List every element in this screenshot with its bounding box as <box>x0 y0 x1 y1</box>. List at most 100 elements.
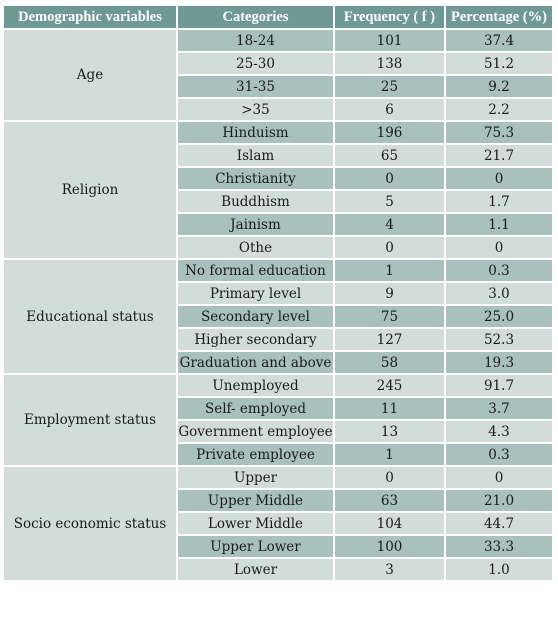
category-cell: Hinduism <box>176 120 335 145</box>
percentage-cell: 0 <box>444 465 554 490</box>
percentage-cell: 1.7 <box>444 189 554 214</box>
group-label-cell: Educational status <box>2 258 178 375</box>
table-row: Graduation and above 58 19.3 <box>3 350 554 375</box>
frequency-cell: 58 <box>333 350 446 375</box>
category-cell: Othe <box>176 235 335 260</box>
frequency-cell: 5 <box>333 189 446 214</box>
category-cell: No formal education <box>176 258 335 283</box>
category-cell: Upper Lower <box>176 534 335 559</box>
frequency-cell: 65 <box>333 143 446 168</box>
table-row: Private employee 1 0.3 <box>3 442 554 467</box>
category-cell: Government employee <box>176 419 335 444</box>
percentage-cell: 1.1 <box>444 212 554 237</box>
frequency-cell: 101 <box>333 28 446 53</box>
frequency-cell: 0 <box>333 166 446 191</box>
percentage-cell: 21.7 <box>444 143 554 168</box>
category-cell: Graduation and above <box>176 350 335 375</box>
header-categories: Categories <box>176 4 335 30</box>
table-row: Buddhism 5 1.7 <box>3 189 554 214</box>
percentage-cell: 2.2 <box>444 97 554 122</box>
frequency-cell: 4 <box>333 212 446 237</box>
table-row: Age 18-24 101 37.4 <box>2 28 554 122</box>
category-cell: Secondary level <box>176 304 335 329</box>
frequency-cell: 104 <box>333 511 446 536</box>
percentage-cell: 3.7 <box>444 396 554 421</box>
frequency-cell: 100 <box>333 534 446 559</box>
percentage-cell: 4.3 <box>444 419 554 444</box>
header-frequency: Frequency ( f ) <box>333 4 446 30</box>
table-row: Secondary level 75 25.0 <box>3 304 554 329</box>
frequency-cell: 63 <box>333 488 446 513</box>
table-row: Jainism 4 1.1 <box>3 212 554 237</box>
group-label-cell: Employment status <box>2 373 178 467</box>
category-cell: Primary level <box>176 281 335 306</box>
category-cell: Higher secondary <box>176 327 335 352</box>
percentage-cell: 0 <box>444 235 554 260</box>
frequency-cell: 75 <box>333 304 446 329</box>
percentage-cell: 19.3 <box>444 350 554 375</box>
frequency-cell: 25 <box>333 74 446 99</box>
category-cell: Lower Middle <box>176 511 335 536</box>
table-body: Age 18-24 101 37.4 25-30 138 51.2 31-35 25 9.2 >35… <box>2 28 554 582</box>
category-cell: Unemployed <box>176 373 335 398</box>
percentage-cell: 3.0 <box>444 281 554 306</box>
group-label-cell: Religion <box>2 120 178 260</box>
percentage-cell: 25.0 <box>444 304 554 329</box>
header-row: Demographic variables Categories Frequen… <box>2 4 554 30</box>
table-row: Upper Middle 63 21.0 <box>3 488 554 513</box>
table-row: Religion Hinduism 196 75.3 <box>2 120 554 260</box>
frequency-cell: 13 <box>333 419 446 444</box>
table-row: Lower 3 1.0 <box>3 557 554 582</box>
table-row: Upper Lower 100 33.3 <box>3 534 554 559</box>
frequency-cell: 245 <box>333 373 446 398</box>
frequency-cell: 127 <box>333 327 446 352</box>
category-cell: >35 <box>176 97 335 122</box>
table-row: Educational status No formal education 1 0.… <box>2 258 554 375</box>
table-row: Christianity 0 0 <box>3 166 554 191</box>
table-row: Self- employed 11 3.7 <box>3 396 554 421</box>
category-cell: Jainism <box>176 212 335 237</box>
percentage-cell: 33.3 <box>444 534 554 559</box>
frequency-cell: 9 <box>333 281 446 306</box>
category-cell: Upper Middle <box>176 488 335 513</box>
percentage-cell: 0.3 <box>444 442 554 467</box>
table-row: 31-35 25 9.2 <box>3 74 554 99</box>
group-label-cell: Socio economic status <box>2 465 178 582</box>
frequency-cell: 1 <box>333 258 446 283</box>
category-cell: Lower <box>176 557 335 582</box>
percentage-cell: 75.3 <box>444 120 554 145</box>
table-header: Demographic variables Categories Frequen… <box>2 4 554 30</box>
category-cell: 25-30 <box>176 51 335 76</box>
category-cell: Self- employed <box>176 396 335 421</box>
percentage-cell: 44.7 <box>444 511 554 536</box>
frequency-cell: 0 <box>333 235 446 260</box>
percentage-cell: 21.0 <box>444 488 554 513</box>
demographics-table-container: Demographic variables Categories Frequen… <box>2 4 554 582</box>
table-row: >35 6 2.2 <box>3 97 554 122</box>
group-label-cell: Age <box>2 28 178 122</box>
table-row: Higher secondary 127 52.3 <box>3 327 554 352</box>
category-cell: 31-35 <box>176 74 335 99</box>
category-cell: Buddhism <box>176 189 335 214</box>
frequency-cell: 138 <box>333 51 446 76</box>
table-row: Islam 65 21.7 <box>3 143 554 168</box>
category-cell: Islam <box>176 143 335 168</box>
category-cell: 18-24 <box>176 28 335 53</box>
frequency-cell: 196 <box>333 120 446 145</box>
table-row: 25-30 138 51.2 <box>3 51 554 76</box>
header-percentage: Percentage (%) <box>444 4 554 30</box>
table-row: Lower Middle 104 44.7 <box>3 511 554 536</box>
frequency-cell: 3 <box>333 557 446 582</box>
table-row: Government employee 13 4.3 <box>3 419 554 444</box>
percentage-cell: 51.2 <box>444 51 554 76</box>
table-row: Socio economic status Upper 0 0 <box>2 465 554 582</box>
category-cell: Private employee <box>176 442 335 467</box>
frequency-cell: 1 <box>333 442 446 467</box>
category-cell: Christianity <box>176 166 335 191</box>
percentage-cell: 37.4 <box>444 28 554 53</box>
percentage-cell: 9.2 <box>444 74 554 99</box>
table-row: Othe 0 0 <box>3 235 554 260</box>
table-row: Employment status Unemployed 245 91.7 <box>2 373 554 467</box>
header-demographic-variables: Demographic variables <box>2 4 178 30</box>
percentage-cell: 0 <box>444 166 554 191</box>
